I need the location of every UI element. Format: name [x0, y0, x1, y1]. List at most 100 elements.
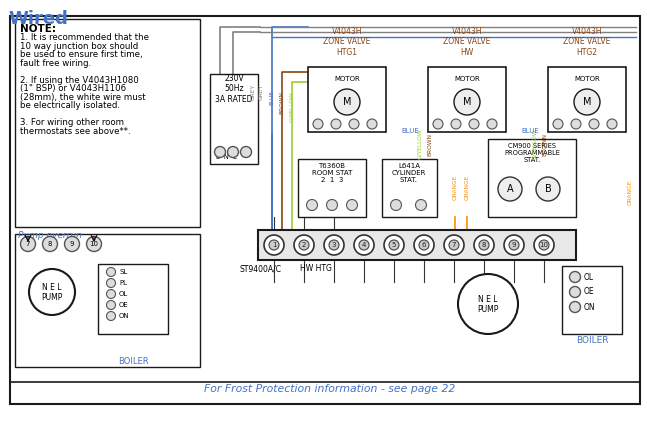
Bar — [15, 19, 200, 227]
Text: BOILER: BOILER — [118, 357, 148, 366]
Text: 1: 1 — [272, 242, 276, 248]
Circle shape — [458, 274, 518, 334]
Text: ON: ON — [584, 303, 596, 311]
Circle shape — [65, 236, 80, 252]
Text: G/YELLOW: G/YELLOW — [532, 129, 538, 159]
Text: BROWN: BROWN — [428, 133, 432, 155]
Circle shape — [367, 119, 377, 129]
Text: MOTOR: MOTOR — [454, 76, 480, 82]
Text: 8: 8 — [482, 242, 487, 248]
Circle shape — [569, 301, 580, 313]
Text: (1" BSP) or V4043H1106: (1" BSP) or V4043H1106 — [20, 84, 126, 93]
Circle shape — [589, 119, 599, 129]
Circle shape — [107, 289, 116, 298]
Circle shape — [43, 236, 58, 252]
Circle shape — [324, 235, 344, 255]
Text: PUMP: PUMP — [41, 293, 63, 303]
Text: 1. It is recommended that the: 1. It is recommended that the — [20, 33, 149, 42]
Text: 3: 3 — [332, 242, 336, 248]
Circle shape — [294, 235, 314, 255]
Text: N E L: N E L — [42, 284, 61, 292]
Text: G/YELLOW: G/YELLOW — [289, 92, 294, 122]
Text: V4043H
ZONE VALVE
HTG1: V4043H ZONE VALVE HTG1 — [324, 27, 371, 57]
Bar — [488, 139, 576, 217]
Text: 7: 7 — [452, 242, 456, 248]
Circle shape — [536, 177, 560, 201]
Text: BLUE: BLUE — [401, 128, 419, 134]
Text: be electrically isolated.: be electrically isolated. — [20, 101, 120, 110]
Circle shape — [21, 236, 36, 252]
Text: OL: OL — [119, 291, 128, 297]
Text: BOILER: BOILER — [576, 336, 608, 345]
Text: T6360B
ROOM STAT
2  1  3: T6360B ROOM STAT 2 1 3 — [312, 163, 352, 183]
Text: fault free wiring.: fault free wiring. — [20, 59, 91, 68]
Text: ST9400A/C: ST9400A/C — [240, 264, 282, 273]
Text: CM900 SERIES
PROGRAMMABLE
STAT.: CM900 SERIES PROGRAMMABLE STAT. — [504, 143, 560, 163]
Circle shape — [391, 200, 402, 211]
Circle shape — [469, 119, 479, 129]
Circle shape — [329, 240, 339, 250]
Text: B: B — [545, 184, 551, 194]
Text: 8: 8 — [48, 241, 52, 247]
Circle shape — [504, 235, 524, 255]
Text: BROWN: BROWN — [280, 90, 285, 114]
Text: 7: 7 — [26, 241, 30, 247]
Text: V4043H
ZONE VALVE
HTG2: V4043H ZONE VALVE HTG2 — [564, 27, 611, 57]
Bar — [548, 67, 626, 132]
Text: A: A — [507, 184, 513, 194]
Circle shape — [509, 240, 519, 250]
Circle shape — [451, 119, 461, 129]
Circle shape — [327, 200, 338, 211]
Circle shape — [414, 235, 434, 255]
Text: L641A
CYLINDER
STAT.: L641A CYLINDER STAT. — [392, 163, 426, 183]
Circle shape — [415, 200, 426, 211]
Text: 10 way junction box should: 10 way junction box should — [20, 41, 138, 51]
Text: N E L: N E L — [478, 295, 498, 303]
Circle shape — [454, 89, 480, 115]
Bar — [308, 67, 386, 132]
Text: PUMP: PUMP — [477, 305, 499, 314]
Text: 10: 10 — [89, 241, 98, 247]
Circle shape — [264, 235, 284, 255]
Circle shape — [313, 119, 323, 129]
Text: 2. If using the V4043H1080: 2. If using the V4043H1080 — [20, 76, 138, 84]
Text: OL: OL — [584, 273, 594, 281]
Bar — [210, 74, 258, 164]
Bar — [382, 159, 437, 217]
Text: MOTOR: MOTOR — [334, 76, 360, 82]
Text: GREY: GREY — [250, 84, 256, 100]
Text: For Frost Protection information - see page 22: For Frost Protection information - see p… — [204, 384, 455, 394]
Bar — [562, 266, 622, 334]
Circle shape — [479, 240, 489, 250]
Text: L  N  E: L N E — [216, 154, 237, 160]
Circle shape — [354, 235, 374, 255]
Text: M: M — [343, 97, 351, 107]
Circle shape — [359, 240, 369, 250]
Bar — [258, 230, 576, 260]
Circle shape — [498, 177, 522, 201]
Text: 9: 9 — [512, 242, 516, 248]
Bar — [98, 264, 168, 334]
Text: BROWN: BROWN — [542, 133, 547, 155]
Bar — [15, 234, 200, 367]
Text: BLUE: BLUE — [270, 89, 274, 105]
Bar — [428, 67, 506, 132]
Circle shape — [444, 235, 464, 255]
Text: 9: 9 — [70, 241, 74, 247]
Circle shape — [474, 235, 494, 255]
Text: OE: OE — [584, 287, 595, 297]
Circle shape — [334, 89, 360, 115]
Text: PL: PL — [119, 280, 127, 286]
Text: MOTOR: MOTOR — [574, 76, 600, 82]
Text: Pump overrun: Pump overrun — [18, 231, 82, 240]
Circle shape — [389, 240, 399, 250]
Circle shape — [571, 119, 581, 129]
Circle shape — [553, 119, 563, 129]
Circle shape — [569, 271, 580, 282]
Circle shape — [299, 240, 309, 250]
Circle shape — [29, 269, 75, 315]
Text: V4043H
ZONE VALVE
HW: V4043H ZONE VALVE HW — [443, 27, 490, 57]
Text: be used to ensure first time,: be used to ensure first time, — [20, 50, 142, 59]
Text: 6: 6 — [422, 242, 426, 248]
Circle shape — [569, 287, 580, 298]
